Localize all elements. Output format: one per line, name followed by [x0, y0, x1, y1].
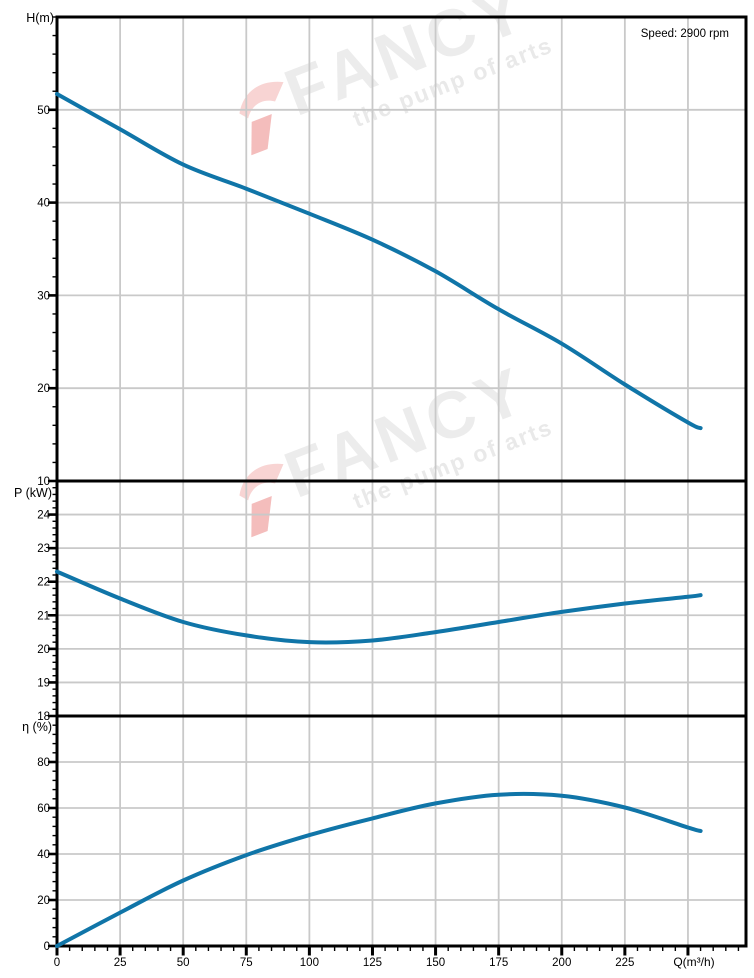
y-tick-label: 24: [37, 510, 50, 522]
head-curve: [55, 92, 703, 431]
speed-annotation: Speed: 2900 rpm: [641, 28, 729, 40]
flow-axis-label: Q(m³/h): [673, 955, 714, 969]
y-tick-label: 18: [37, 711, 50, 723]
panel-border: [55, 15, 748, 483]
x-tick-label: 100: [300, 957, 319, 969]
x-tick-label: 175: [489, 957, 508, 969]
y-tick-label: 20: [37, 383, 50, 395]
x-tick-label: 225: [615, 957, 634, 969]
y-tick-label: 60: [37, 803, 50, 815]
y-tick-label: 20: [37, 644, 50, 656]
y-tick-label: 19: [37, 677, 50, 689]
y-tick-label: 30: [37, 290, 50, 302]
y-tick-label: 20: [37, 895, 50, 907]
x-tick-label: 50: [177, 957, 190, 969]
grid-lines: [57, 17, 746, 946]
x-tick-label: 200: [552, 957, 571, 969]
curves: [55, 92, 703, 948]
y-tick-label: 22: [37, 577, 50, 589]
x-tick-label: 0: [54, 957, 60, 969]
y-tick-label: 0: [44, 941, 50, 953]
x-tick-label: 125: [363, 957, 382, 969]
x-tick-label: 25: [114, 957, 127, 969]
y-tick-label: 10: [37, 476, 50, 488]
efficiency-curve: [55, 791, 703, 948]
power-axis-label: P (kW): [14, 486, 52, 500]
head-axis-label: H(m): [26, 11, 54, 25]
y-tick-label: 50: [37, 105, 50, 117]
x-tick-label: 75: [240, 957, 253, 969]
x-tick-label: 150: [426, 957, 445, 969]
tick-labels: 10 20 30 40 50 18 19 20 21 22 23 24 0 20 40 60 80 0 25 50 75…: [37, 105, 634, 969]
y-tick-label: 21: [37, 610, 50, 622]
panel-borders: [55, 15, 748, 948]
power-curve: [55, 569, 703, 645]
panel-border: [55, 714, 748, 948]
y-tick-label: 40: [37, 849, 50, 861]
efficiency-axis-label: η (%): [22, 720, 52, 734]
panel-border: [55, 479, 748, 718]
y-tick-label: 23: [37, 543, 50, 555]
y-tick-label: 40: [37, 198, 50, 210]
y-tick-label: 80: [37, 757, 50, 769]
